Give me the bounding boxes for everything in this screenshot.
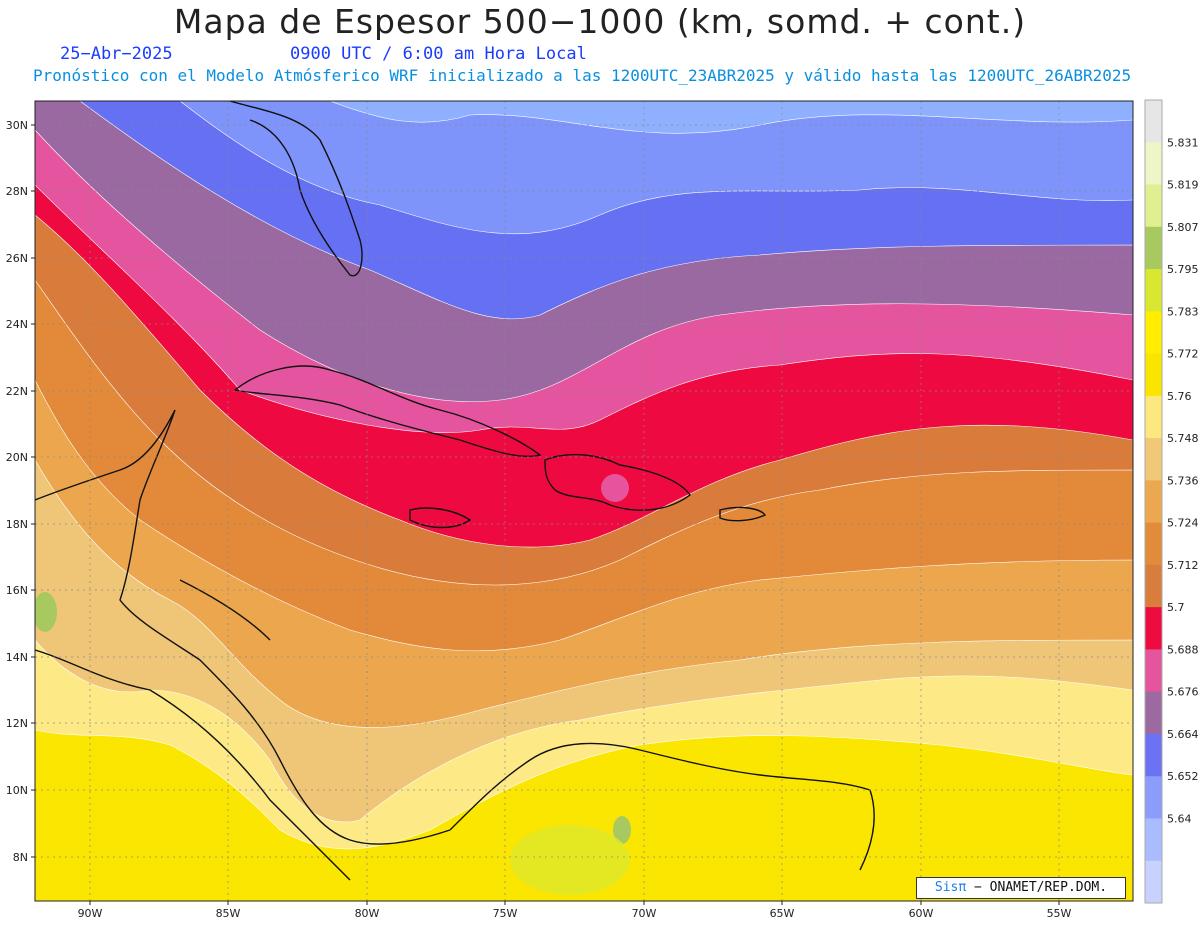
lat-label: 12N: [6, 717, 28, 730]
colorbar-label: 5.819: [1167, 179, 1199, 192]
patch-pink: [601, 474, 629, 502]
colorbar: 5.831 5.819 5.807 5.795 5.783 5.772 5.76 5.748 5…: [1144, 99, 1199, 904]
lat-label: 8N: [13, 851, 28, 864]
patch-lime: [510, 825, 630, 895]
lat-label: 20N: [6, 451, 28, 464]
colorbar-swatch: [1145, 649, 1162, 693]
map-frame: [34, 100, 1134, 902]
lon-label: 65W: [770, 907, 795, 920]
lat-label: 30N: [6, 119, 28, 132]
lon-label: 60W: [909, 907, 934, 920]
lon-label: 85W: [216, 907, 241, 920]
colorbar-label: 5.772: [1167, 348, 1199, 361]
colorbar-label: 5.831: [1167, 136, 1199, 149]
patch-green: [35, 592, 57, 632]
colorbar-label: 5.76: [1167, 390, 1192, 403]
colorbar-label: 5.676: [1167, 686, 1199, 699]
date-label: 25−Abr−2025: [60, 44, 173, 64]
lat-label: 28N: [6, 185, 28, 198]
lat-label: 10N: [6, 784, 28, 797]
lat-label: 22N: [6, 385, 28, 398]
colorbar-label: 5.652: [1167, 770, 1199, 783]
forecast-note: Pronóstico con el Modelo Atmósferico WRF…: [33, 66, 1132, 85]
colorbar-swatch: [1145, 142, 1162, 186]
map-title: Mapa de Espesor 500−1000 (km, somd. + co…: [173, 2, 1027, 41]
colorbar-swatch: [1145, 100, 1162, 143]
latitude-labels: 30N 28N 26N 24N 22N 20N 18N 16N 14N 12N 10N 8N: [6, 119, 35, 864]
time-label: 0900 UTC / 6:00 am Hora Local: [290, 44, 587, 64]
lat-label: 24N: [6, 318, 28, 331]
band-yellow: [35, 729, 1133, 901]
colorbar-swatch: [1145, 522, 1162, 566]
colorbar-label: 5.664: [1167, 728, 1199, 741]
lon-label: 70W: [632, 907, 657, 920]
colorbar-swatch: [1145, 564, 1162, 608]
colorbar-swatch: [1145, 269, 1162, 312]
lon-label: 90W: [78, 907, 103, 920]
colorbar-swatch: [1145, 818, 1162, 862]
lon-label: 55W: [1047, 907, 1072, 920]
colorbar-label: 5.64: [1167, 812, 1192, 825]
colorbar-label: 5.712: [1167, 559, 1199, 572]
colorbar-swatch: [1145, 733, 1162, 777]
colorbar-label: 5.724: [1167, 517, 1199, 530]
colorbar-swatch: [1145, 184, 1162, 228]
lat-label: 14N: [6, 651, 28, 664]
colorbar-swatch: [1145, 480, 1162, 524]
colorbar-swatch: [1145, 311, 1162, 355]
credit-text: − ONAMET/REP.DOM.: [974, 880, 1108, 895]
colorbar-swatch: [1145, 691, 1162, 735]
colorbar-label: 5.7: [1167, 601, 1185, 614]
credit-sis: Sisπ: [934, 880, 967, 895]
colorbar-label: 5.736: [1167, 474, 1199, 487]
colorbar-swatch: [1145, 353, 1162, 397]
colorbar-swatch: [1145, 776, 1162, 819]
colorbar-swatch: [1145, 395, 1162, 439]
longitude-labels: 90W 85W 80W 75W 70W 65W 60W 55W: [78, 901, 1072, 920]
lat-label: 26N: [6, 252, 28, 265]
lat-label: 16N: [6, 584, 28, 597]
colorbar-swatch: [1145, 607, 1162, 650]
colorbar-swatch: [1145, 438, 1162, 481]
lat-label: 18N: [6, 518, 28, 531]
graticule: [35, 101, 1133, 901]
colorbar-frame: [1144, 99, 1163, 904]
colorbar-swatch: [1145, 860, 1162, 904]
colorbar-label: 5.795: [1167, 263, 1199, 276]
colorbar-label: 5.807: [1167, 221, 1199, 234]
lon-label: 75W: [493, 907, 518, 920]
colorbar-label: 5.783: [1167, 305, 1199, 318]
colorbar-swatch: [1145, 226, 1162, 270]
coastlines: [35, 101, 875, 881]
thickness-field: [35, 101, 1133, 901]
credit-box: Sisπ − ONAMET/REP.DOM.: [916, 877, 1126, 899]
lon-label: 80W: [355, 907, 380, 920]
patch-green-2: [613, 816, 631, 844]
colorbar-label: 5.688: [1167, 643, 1199, 656]
colorbar-label: 5.748: [1167, 432, 1199, 445]
